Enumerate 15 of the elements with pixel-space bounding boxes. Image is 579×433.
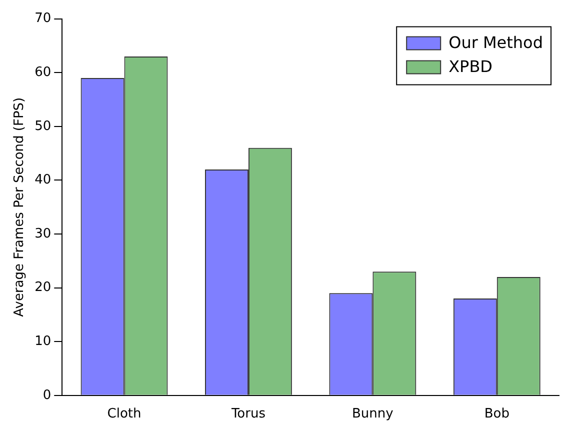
legend-label: Our Method (448, 32, 543, 52)
x-tick-label: Bunny (352, 406, 394, 422)
y-tick-label: 0 (42, 388, 52, 403)
y-tick-label: 40 (34, 172, 52, 188)
y-tick-label: 70 (34, 11, 52, 26)
y-tick-label: 20 (34, 280, 52, 296)
x-tick-label: Bob (484, 406, 510, 422)
y-tick-label: 60 (34, 64, 52, 80)
y-tick-label: 50 (34, 118, 52, 134)
x-tick-label: Cloth (107, 406, 142, 422)
y-axis-title: Average Frames Per Second (FPS) (12, 97, 28, 317)
x-tick-label: Torus (230, 406, 266, 422)
y-tick-label: 10 (34, 334, 52, 349)
y-tick-label: 30 (34, 226, 52, 242)
legend-label: XPBD (448, 56, 492, 76)
